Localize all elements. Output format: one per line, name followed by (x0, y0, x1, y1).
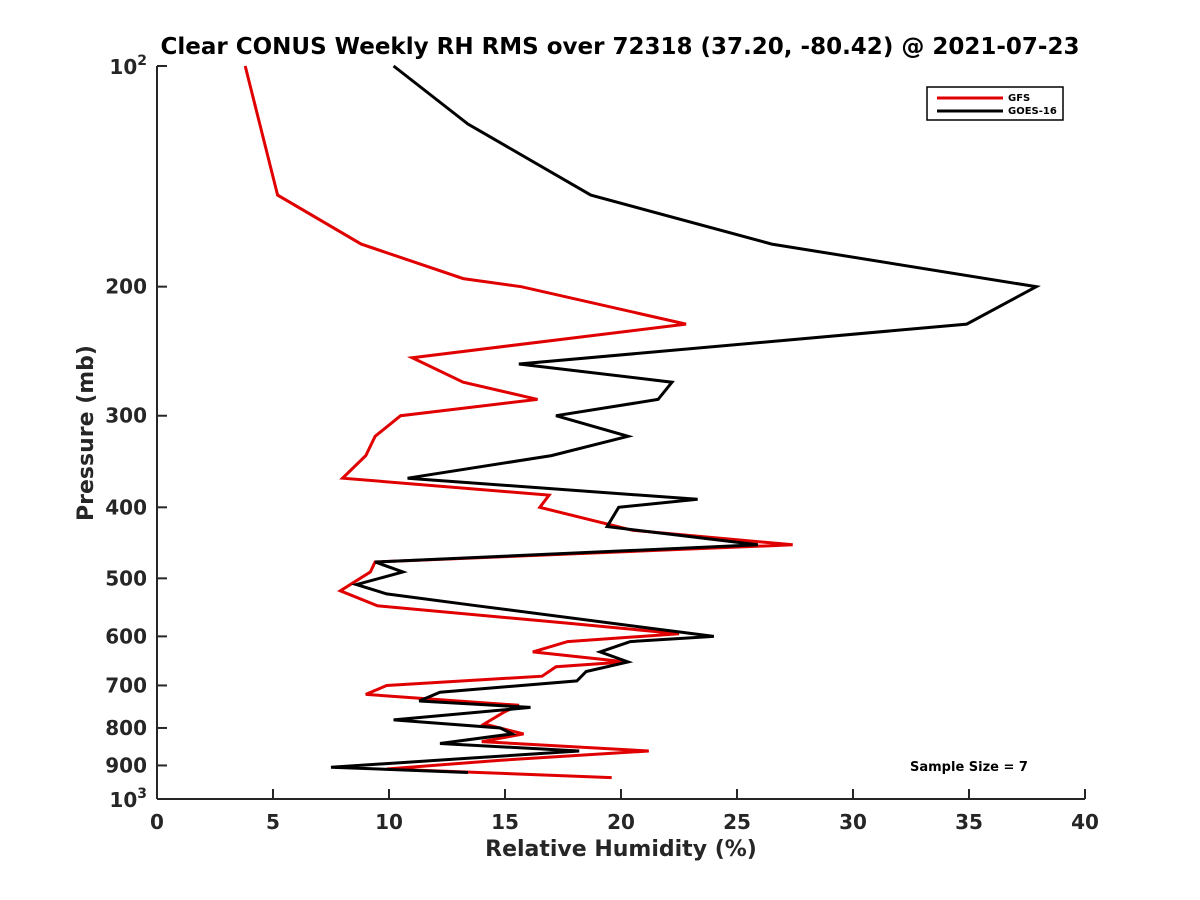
x-tick-label: 0 (150, 810, 164, 834)
y-tick-label: 300 (105, 404, 147, 428)
x-tick-label: 5 (266, 810, 280, 834)
x-tick-label: 20 (607, 810, 635, 834)
y-tick-label: 700 (105, 673, 147, 697)
plot-area: 0 5 10 15 20 25 30 35 40 10220030040050060070080… (105, 53, 1099, 834)
y-tick-exponent: 2 (137, 53, 147, 69)
y-tick-label: 500 (105, 566, 147, 590)
y-tick-label: 800 (105, 716, 147, 740)
y-tick-label: 200 (105, 275, 147, 299)
series-lines (243, 64, 1041, 780)
y-tick-label: 400 (105, 495, 147, 519)
y-axis-label: Pressure (mb) (74, 345, 99, 521)
legend-label-gfs: GFS (1008, 93, 1030, 104)
legend-label-goes-16: GOES-16 (1008, 106, 1057, 117)
y-tick-label: 900 (105, 753, 147, 777)
y-tick-label: 103 (109, 786, 147, 812)
legend-box (926, 86, 1064, 121)
x-tick-label: 40 (1071, 810, 1099, 834)
legend: GFS GOES-16 (926, 86, 1064, 121)
y-tick-label: 102 (109, 53, 147, 79)
x-ticks: 0 5 10 15 20 25 30 35 40 (150, 789, 1099, 834)
y-tick-base: 10 (109, 788, 137, 812)
x-tick-label: 30 (839, 810, 867, 834)
sample-size-annotation: Sample Size = 7 (910, 760, 1028, 775)
x-tick-label: 25 (723, 810, 751, 834)
series-line-goes-16 (330, 64, 1041, 774)
x-tick-label: 10 (375, 810, 403, 834)
chart-title: Clear CONUS Weekly RH RMS over 72318 (37… (161, 34, 1080, 60)
y-tick-base: 10 (109, 55, 137, 79)
x-tick-label: 35 (955, 810, 983, 834)
y-tick-label: 600 (105, 624, 147, 648)
series-line-gfs (243, 65, 793, 780)
x-axis-label: Relative Humidity (%) (485, 837, 757, 862)
x-tick-label: 15 (491, 810, 519, 834)
y-tick-exponent: 3 (137, 786, 147, 802)
